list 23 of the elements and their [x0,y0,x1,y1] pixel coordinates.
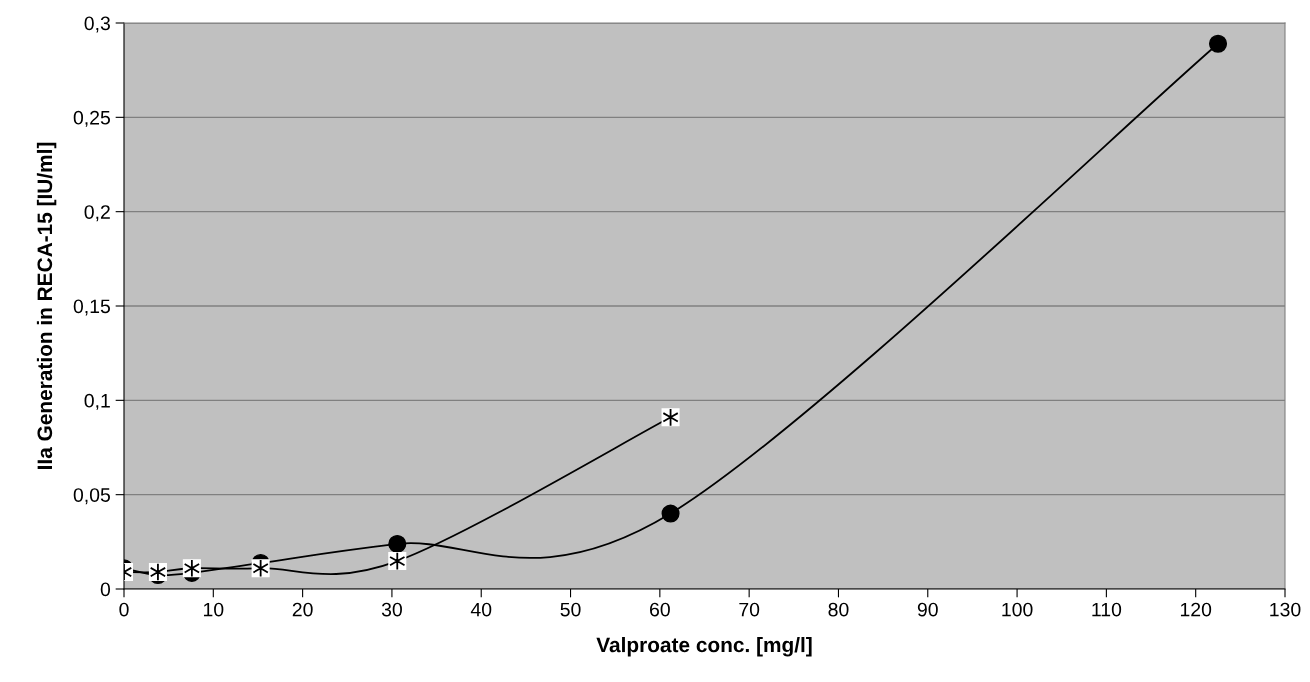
x-tick-label: 120 [1180,602,1212,617]
x-tick-label: 80 [828,602,849,617]
y-axis-title: IIa Generation in RECA-15 [IU/ml] [36,142,57,469]
x-tick-label: 100 [1002,602,1033,617]
x-tick-label: 30 [381,602,402,617]
y-tick-label: 0,15 [73,299,110,316]
y-tick-label: 0 [100,582,111,597]
y-tick-label: 0,3 [84,16,110,33]
y-tick-label: 0,2 [84,205,110,222]
y-tick-label: 0,05 [73,488,110,505]
x-tick-label: 40 [470,602,492,617]
x-axis-title: Valproate conc. [mg/l] [596,636,812,657]
x-tick-label: 60 [650,602,670,617]
x-tick-label: 20 [292,602,313,617]
x-tick-label: 130 [1270,602,1301,617]
y-tick-label: 0,25 [73,110,110,127]
x-tick-label: 50 [560,602,581,617]
x-tick-label: 70 [739,602,760,617]
x-tick-label: 90 [917,602,938,617]
x-tick-label: 110 [1092,602,1122,617]
y-tick-label: 0,1 [84,393,110,410]
x-tick-label: 10 [203,602,224,617]
x-tick-label: 0 [119,602,129,617]
